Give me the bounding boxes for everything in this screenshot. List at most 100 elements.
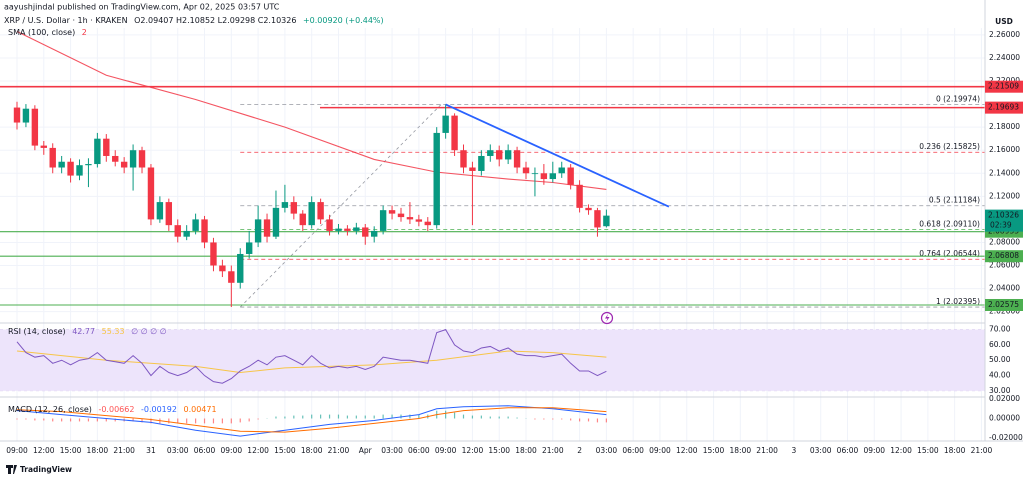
price-box-label: 2.06808 xyxy=(988,251,1019,260)
candle-body xyxy=(147,167,155,220)
macd-histogram-bar xyxy=(418,414,420,419)
y-tick-label: 2.08000 xyxy=(989,237,1020,246)
candle-body xyxy=(424,221,431,226)
fib-level-label: 1 (2.02395) xyxy=(936,297,980,306)
macd-histogram-bar xyxy=(534,418,536,420)
macd-histogram-bar xyxy=(195,418,197,424)
rsi-readout: 42.77 xyxy=(72,327,95,336)
candle-body xyxy=(549,173,556,180)
candle-body xyxy=(237,253,244,283)
ohlc: O2.09407 H2.10852 L2.09298 C2.10326 xyxy=(134,16,296,25)
macd-legend: MACD (12, 26, close) -0.00662 -0.00192 0… xyxy=(8,405,217,414)
y-tick-label: 2.26000 xyxy=(989,30,1020,39)
macd-readout: -0.00662 xyxy=(98,405,134,414)
x-tick-label: 15:00 xyxy=(60,446,82,455)
fib-level-label: 0.618 (2.09110) xyxy=(919,220,980,229)
rsi-tick-label: 50.00 xyxy=(989,355,1011,364)
candle-body xyxy=(585,207,592,211)
macd-histogram-bar xyxy=(570,418,572,421)
candle-body xyxy=(594,210,601,228)
countdown: 02:39 xyxy=(990,221,1012,230)
macd-histogram-bar xyxy=(69,418,72,422)
fib-level-label: 0.5 (2.11184) xyxy=(929,196,980,205)
candle-body xyxy=(290,202,298,214)
macd-histogram-bar xyxy=(596,418,599,423)
macd-histogram-bar xyxy=(302,415,304,419)
candle-body xyxy=(254,219,262,243)
macd-histogram-bar xyxy=(132,418,134,422)
x-tick-label: 21:00 xyxy=(971,446,993,455)
candle-body xyxy=(504,150,512,160)
x-tick-label: 03:00 xyxy=(810,446,832,455)
candle-body xyxy=(31,108,39,146)
candle-body xyxy=(49,147,56,168)
price-box-label: 2.21509 xyxy=(988,82,1019,91)
macd-tick-label: 0.00000 xyxy=(989,414,1020,423)
macd-histogram-bar xyxy=(409,414,411,419)
rsi-tick-label: 30.00 xyxy=(989,386,1011,395)
candle-body xyxy=(228,271,235,283)
candle-body xyxy=(531,173,539,175)
candle-body xyxy=(272,207,280,237)
candle-body xyxy=(540,173,548,180)
macd-histogram-bar xyxy=(43,418,45,421)
macd-histogram-bar xyxy=(105,418,107,422)
y-tick-label: 2.04000 xyxy=(989,284,1020,293)
sma-name: SMA (100, close) xyxy=(8,28,75,37)
x-tick-label: 31 xyxy=(146,446,156,455)
symbol-line: XRP / U.S. Dollar · 1h · KRAKEN O2.09407… xyxy=(4,16,384,25)
x-tick-label: 18:00 xyxy=(944,446,966,455)
rsi-readout: ∅ ∅ ∅ ∅ xyxy=(131,327,167,336)
x-tick-label: 09:00 xyxy=(435,446,457,455)
macd-histogram-bar xyxy=(320,414,322,419)
macd-histogram-bar xyxy=(311,414,313,419)
candle-body xyxy=(469,167,476,171)
candle-body xyxy=(433,132,440,226)
x-tick-label: 09:00 xyxy=(221,446,243,455)
alert-icon[interactable] xyxy=(600,311,614,325)
macd-histogram-bar xyxy=(203,418,206,424)
macd-histogram-bar xyxy=(16,418,18,420)
alert-bolt xyxy=(605,314,610,322)
macd-histogram-bar xyxy=(248,418,250,422)
x-tick-label: 15:00 xyxy=(488,446,510,455)
macd-histogram-bar xyxy=(561,418,563,420)
macd-histogram-bar xyxy=(605,418,607,423)
macd-histogram-bar xyxy=(239,418,241,423)
brand-name: TradingView xyxy=(20,465,72,474)
candle-body xyxy=(165,202,173,226)
x-tick-label: Apr xyxy=(359,446,373,455)
rsi-tick-label: 70.00 xyxy=(989,325,1011,334)
x-tick-label: 18:00 xyxy=(730,446,752,455)
candle-body xyxy=(40,145,47,148)
macd-histogram-bar xyxy=(373,415,375,419)
macd-histogram-bar xyxy=(578,418,581,422)
macd-histogram-bar xyxy=(25,418,27,420)
macd-histogram-bar xyxy=(552,418,554,420)
price-box-label: 2.10326 xyxy=(988,211,1019,220)
macd-histogram-bar xyxy=(471,415,474,419)
macd-histogram-bar xyxy=(328,414,331,419)
candle-body xyxy=(406,217,414,220)
macd-histogram-bar xyxy=(114,418,116,422)
price-box xyxy=(985,250,1023,263)
macd-histogram-bar xyxy=(346,415,349,419)
candle-body xyxy=(460,150,467,168)
rsi-name: RSI (14, close) xyxy=(8,327,66,336)
macd-histogram-bar xyxy=(355,415,357,419)
rsi-ma-line xyxy=(16,350,607,373)
x-tick-label: 21:00 xyxy=(113,446,135,455)
macd-histogram-bar xyxy=(177,418,179,424)
candle-body xyxy=(112,155,119,162)
candle-body xyxy=(415,219,423,222)
axes: 09:00 12:00 15:00 18:00 21:00 31 03:00 06:00 09:… xyxy=(6,30,1023,455)
candle-body xyxy=(281,202,289,208)
macd-histogram-bar xyxy=(87,418,90,422)
candle-body xyxy=(174,225,181,237)
candle-body xyxy=(210,242,217,266)
candle-body xyxy=(397,213,405,218)
candle-body xyxy=(156,202,164,220)
brand[interactable]: TradingView xyxy=(6,465,72,474)
